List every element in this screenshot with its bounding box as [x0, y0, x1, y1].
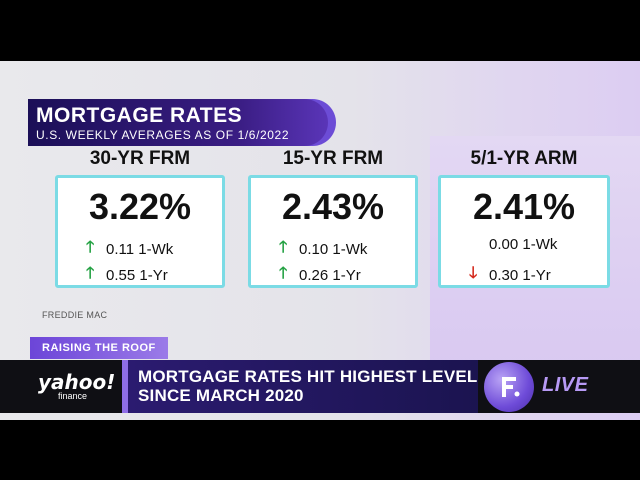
down-arrow-icon: 🡓	[469, 265, 478, 282]
graphic-subtitle: U.S. WEEKLY AVERAGES AS OF 1/6/2022	[36, 128, 290, 142]
graphic-stage: MORTGAGE RATES U.S. WEEKLY AVERAGES AS O…	[0, 61, 640, 420]
live-label: LIVE	[542, 374, 589, 396]
column-heading-arm: 5/1-YR ARM	[470, 148, 578, 169]
column-heading-15yr: 15-YR FRM	[282, 148, 384, 169]
segment-tag: RAISING THE ROOF	[30, 337, 168, 359]
ticker-stripe	[122, 360, 128, 413]
year-change-row: 🡑 0.26 1-Yr	[279, 262, 361, 289]
year-change-value: 0.55 1-Yr	[106, 267, 168, 284]
source-label: FREDDIE MAC	[42, 310, 108, 320]
headline: MORTGAGE RATES HIT HIGHEST LEVEL SINCE M…	[138, 367, 478, 405]
up-arrow-icon: 🡑	[86, 265, 95, 282]
rate-value: 2.43%	[281, 186, 385, 227]
rate-value: 3.22%	[88, 186, 192, 227]
week-change-value: 0.10 1-Wk	[299, 241, 368, 258]
rate-card-arm: 2.41% 0.00 1-Wk 🡓 0.30 1-Yr	[438, 175, 610, 288]
headline-band	[128, 360, 478, 413]
finance-logo-sub: finance	[58, 391, 88, 401]
lower-third-bar: yahoo! finance MORTGAGE RATES HIT HIGHES…	[0, 360, 640, 413]
up-arrow-icon: 🡑	[86, 239, 95, 256]
year-change-value: 0.30 1-Yr	[489, 267, 551, 284]
rate-card-15yr: 2.43% 🡑 0.10 1-Wk 🡑 0.26 1-Yr	[248, 175, 418, 288]
title-banner: MORTGAGE RATES U.S. WEEKLY AVERAGES AS O…	[0, 80, 336, 189]
year-change-row: 🡑 0.55 1-Yr	[86, 262, 168, 289]
graphic-title: MORTGAGE RATES	[36, 104, 243, 127]
rate-card-30yr: 3.22% 🡑 0.11 1-Wk 🡑 0.55 1-Yr	[55, 175, 225, 288]
letterbox-top	[0, 0, 640, 61]
headline-line-1: MORTGAGE RATES HIT HIGHEST LEVEL	[138, 367, 478, 386]
yahoo-logo-icon: yahoo!	[38, 370, 116, 394]
week-change-value: 0.11 1-Wk	[106, 241, 174, 258]
year-change-value: 0.26 1-Yr	[299, 267, 361, 284]
up-arrow-icon: 🡑	[279, 239, 288, 256]
headline-line-2: SINCE MARCH 2020	[138, 386, 304, 405]
column-heading-30yr: 30-YR FRM	[89, 148, 191, 169]
up-arrow-icon: 🡑	[279, 265, 288, 282]
live-badge-icon	[484, 362, 534, 412]
rate-value: 2.41%	[472, 186, 576, 227]
live-glyph-icon	[502, 377, 520, 397]
week-change-row: 0.00 1-Wk	[469, 236, 557, 253]
letterbox-bottom	[0, 420, 640, 480]
title-block	[28, 99, 328, 146]
week-change-row: 🡑 0.11 1-Wk	[86, 236, 173, 263]
week-change-value: 0.00 1-Wk	[489, 236, 558, 253]
year-change-row: 🡓 0.30 1-Yr	[469, 262, 551, 289]
week-change-row: 🡑 0.10 1-Wk	[279, 236, 367, 263]
